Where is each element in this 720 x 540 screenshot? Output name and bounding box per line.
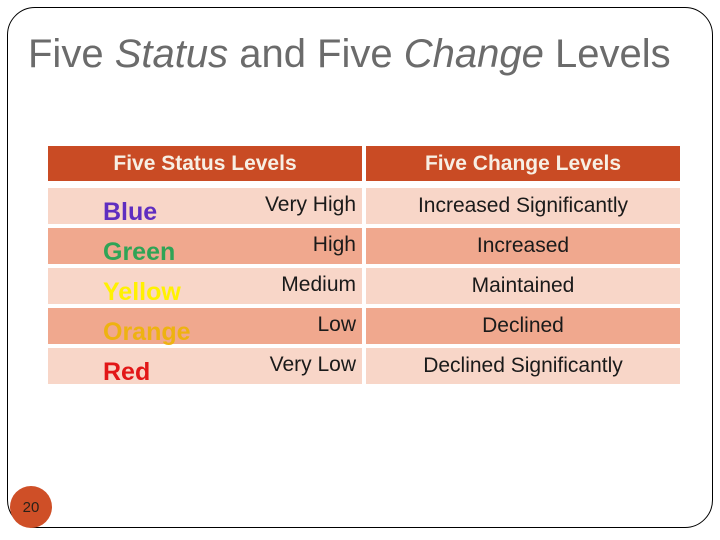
table-header-row: Five Status Levels Five Change Levels — [48, 146, 680, 181]
title-segment-italic: Status — [114, 32, 229, 76]
color-word-yellow: Yellow — [103, 277, 181, 306]
title-segment: and Five — [228, 32, 404, 76]
status-cell: Orange Low — [48, 308, 362, 346]
status-level: Very Low — [269, 352, 356, 376]
title-segment-italic: Change — [403, 32, 544, 76]
color-word-orange: Orange — [103, 317, 191, 346]
table-row: Green High Increased — [48, 228, 680, 266]
page-title: Five Status and Five Change Levels — [28, 32, 671, 77]
table-row: Blue Very High Increased Significantly — [48, 188, 680, 226]
header-change-levels: Five Change Levels — [366, 146, 680, 181]
change-level: Declined Significantly — [423, 354, 623, 377]
status-level: Medium — [281, 272, 356, 296]
change-level: Maintained — [471, 274, 575, 297]
status-cell: Red Very Low — [48, 348, 362, 386]
change-cell: Increased — [366, 228, 680, 264]
change-level: Increased — [476, 234, 570, 257]
change-cell: Increased Significantly — [366, 188, 680, 224]
color-word-red: Red — [103, 357, 151, 386]
status-cell: Yellow Medium — [48, 268, 362, 306]
table-row: Orange Low Declined — [48, 308, 680, 346]
slide-border — [7, 7, 713, 528]
page-number: 20 — [22, 498, 40, 516]
color-word-green: Green — [103, 237, 176, 266]
status-level: High — [312, 232, 356, 256]
status-level: Very High — [264, 192, 356, 216]
title-segment: Five — [28, 32, 115, 76]
change-cell: Declined Significantly — [366, 348, 680, 384]
change-cell: Declined — [366, 308, 680, 344]
status-cell: Blue Very High — [48, 188, 362, 226]
change-cell: Maintained — [366, 268, 680, 304]
status-cell: Green High — [48, 228, 362, 266]
change-level: Declined — [482, 314, 564, 337]
levels-table: Five Status Levels Five Change Levels Bl… — [48, 146, 680, 388]
status-level: Low — [317, 312, 356, 336]
table-row: Yellow Medium Maintained — [48, 268, 680, 306]
header-status-levels: Five Status Levels — [48, 146, 362, 181]
change-level: Increased Significantly — [417, 194, 629, 217]
page-number-badge: 20 — [10, 486, 52, 528]
color-word-blue: Blue — [103, 197, 158, 226]
title-segment: Levels — [543, 32, 671, 76]
table-row: Red Very Low Declined Significantly — [48, 348, 680, 386]
